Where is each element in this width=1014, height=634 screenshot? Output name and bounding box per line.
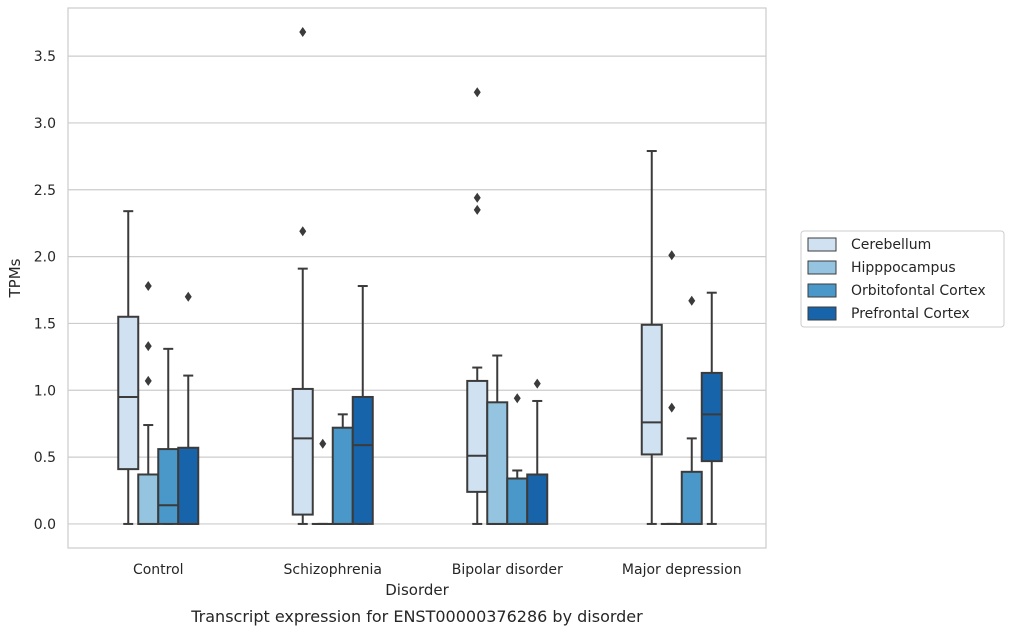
box-2-0 xyxy=(466,87,489,525)
legend-label: Cerebellum xyxy=(851,237,931,253)
outlier-point xyxy=(473,192,481,203)
outlier-point xyxy=(688,295,696,306)
outlier-point xyxy=(184,291,192,302)
box-1-2 xyxy=(331,413,354,525)
y-tick-label: 2.0 xyxy=(34,250,56,266)
y-tick-label: 1.5 xyxy=(34,316,56,332)
outlier-point xyxy=(299,27,307,38)
outlier-point xyxy=(668,250,676,261)
outlier-point xyxy=(144,375,152,386)
box-body xyxy=(680,470,703,525)
box-body xyxy=(117,315,140,471)
box-body xyxy=(137,473,160,525)
box-body xyxy=(486,401,509,525)
x-tick-label: Schizophrenia xyxy=(284,562,382,578)
box-body xyxy=(291,387,314,516)
legend: Cerebellum Hipppocampus Orbitofontal Corte… xyxy=(800,230,1005,328)
y-tick-label: 3.0 xyxy=(34,116,56,132)
x-tick-label: Control xyxy=(133,562,184,578)
box-1-1 xyxy=(311,438,334,525)
box-body xyxy=(331,426,354,525)
legend-label: Prefrontal Cortex xyxy=(851,306,970,322)
outlier-point xyxy=(473,87,481,98)
box-2-2 xyxy=(506,393,529,525)
box-body xyxy=(177,446,200,525)
legend-label: Hipppocampus xyxy=(851,260,956,276)
outlier-point xyxy=(473,204,481,215)
box-0-0 xyxy=(117,210,140,525)
box-0-1 xyxy=(137,281,160,525)
box-groups xyxy=(117,27,723,525)
legend-swatch xyxy=(807,260,837,275)
box-body xyxy=(351,395,374,525)
outlier-point xyxy=(668,402,676,413)
y-tick-label: 3.5 xyxy=(34,49,56,65)
outlier-point xyxy=(299,226,307,237)
x-axis-title: Disorder xyxy=(385,581,449,599)
box-1-0 xyxy=(291,27,314,525)
x-tick-labels: Control Schizophrenia Bipolar disorder Majo… xyxy=(133,562,742,578)
y-tick-labels: 0.0 0.5 1.0 1.5 2.0 2.5 3.0 3.5 xyxy=(34,49,56,533)
box-body xyxy=(157,448,180,525)
x-tick-label: Bipolar disorder xyxy=(452,562,563,578)
box-body xyxy=(640,323,663,456)
legend-swatch xyxy=(807,283,837,298)
box-1-3 xyxy=(351,285,374,525)
outlier-point xyxy=(144,341,152,352)
outlier-point xyxy=(513,393,521,404)
legend-swatch xyxy=(807,237,837,252)
box-3-1 xyxy=(660,250,683,525)
box-3-2 xyxy=(680,295,703,525)
y-tick-label: 0.5 xyxy=(34,450,56,466)
outlier-point xyxy=(533,378,541,389)
box-3-3 xyxy=(700,291,723,525)
box-body xyxy=(506,477,529,525)
box-body xyxy=(526,473,549,525)
legend-frame xyxy=(800,230,1005,328)
box-0-3 xyxy=(177,291,200,525)
figure-caption: Transcript expression for ENST0000037628… xyxy=(190,607,643,626)
box-body xyxy=(700,371,723,463)
y-tick-label: 0.0 xyxy=(34,517,56,533)
legend-swatch xyxy=(807,306,837,321)
box-2-1 xyxy=(486,354,509,525)
x-tick-label: Major depression xyxy=(622,562,742,578)
outlier-point xyxy=(144,281,152,292)
box-0-2 xyxy=(157,347,180,525)
box-3-0 xyxy=(640,150,663,525)
legend-label: Orbitofontal Cortex xyxy=(851,283,986,299)
y-tick-label: 2.5 xyxy=(34,183,56,199)
outlier-point xyxy=(319,438,327,449)
y-tick-label: 1.0 xyxy=(34,383,56,399)
y-axis-title: TPMs xyxy=(6,258,24,298)
box-body xyxy=(466,379,489,493)
box-2-3 xyxy=(526,378,549,525)
